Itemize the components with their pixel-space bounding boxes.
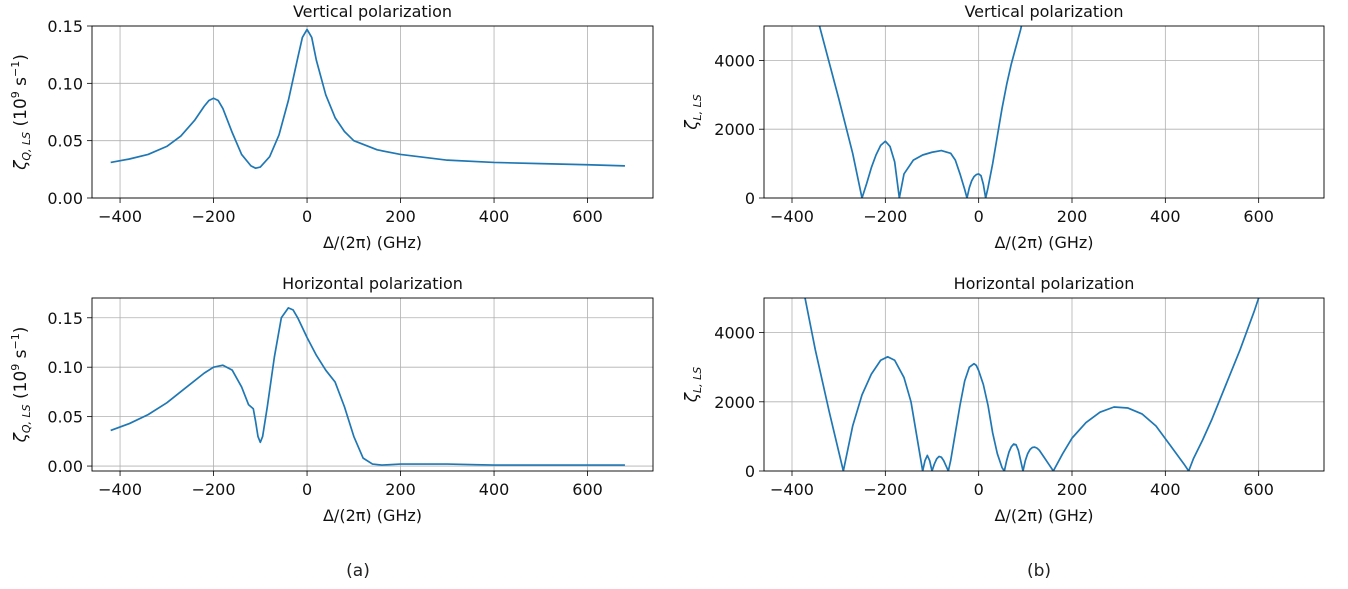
x-tick-label: 400 [1150,207,1181,226]
chart-panel-3: −400 −200 0 200 400 600 0 2000 4000 Vertical pola… [682,2,1325,252]
x-axis-label: Δ/(2π) (GHz) [323,233,422,252]
x-tick-label: 400 [479,480,510,499]
x-tick-label: 200 [1057,480,1088,499]
x-tick-label: −200 [192,207,236,226]
x-axis-label: Δ/(2π) (GHz) [994,506,1093,525]
x-tick-label: −400 [98,480,142,499]
x-tick-label: −400 [770,480,814,499]
y-tick-label: 2000 [714,393,755,412]
y-tick-label: 4000 [714,51,755,70]
y-tick-label: 0.00 [47,457,83,476]
x-tick-label: 400 [1150,480,1181,499]
y-tick-label: 4000 [714,324,755,343]
y-tick-label: 0.05 [47,132,83,151]
x-axis-label: Δ/(2π) (GHz) [323,506,422,525]
y-tick-label: 0.10 [47,358,83,377]
y-axis-label: ζQ, LS (109 s−1) [9,54,33,171]
chart-panel-1: −400 −200 0 200 400 600 0.00 0.05 0.10 0.15 Vertic… [9,2,654,252]
x-tick-label: 400 [479,207,510,226]
y-tick-label: 0.10 [47,74,83,93]
chart-panel-4: −400 −200 0 200 400 600 0 2000 4000 Horizontal po… [682,274,1325,525]
series-line-1 [110,28,625,170]
y-tick-label: 2000 [714,120,755,139]
y-tick-label: 0.15 [47,309,83,328]
series-line-1 [110,307,625,466]
x-tick-label: −400 [98,207,142,226]
y-axis-label: ζL, LS [682,94,704,131]
x-tick-label: 200 [385,480,416,499]
chart-panel-2: −400 −200 0 200 400 600 0.00 0.05 0.10 0.15 Horizo… [9,274,654,525]
x-tick-label: 600 [572,207,603,226]
x-tick-label: −400 [770,207,814,226]
x-tick-label: 0 [974,480,984,499]
x-tick-label: 200 [1057,207,1088,226]
y-tick-label: 0.00 [47,189,83,208]
axes-frame [763,297,1325,472]
y-axis-label: ζQ, LS (109 s−1) [9,327,33,444]
x-tick-label: 600 [572,480,603,499]
x-tick-label: 0 [302,207,312,226]
x-axis-label: Δ/(2π) (GHz) [994,233,1093,252]
chart-title: Horizontal polarization [282,274,463,293]
x-tick-label: 200 [385,207,416,226]
y-tick-label: 0 [745,462,755,481]
chart-title: Vertical polarization [964,2,1123,21]
x-tick-label: −200 [863,207,907,226]
axes-frame [763,25,1325,199]
x-tick-label: 0 [302,480,312,499]
x-tick-label: 600 [1243,207,1274,226]
axes-frame [91,25,654,199]
chart-title: Horizontal polarization [954,274,1135,293]
y-tick-label: 0.15 [47,17,83,36]
chart-title: Vertical polarization [293,2,452,21]
x-tick-label: −200 [863,480,907,499]
series-line-1 [804,298,1260,471]
y-axis-label: ζL, LS [682,367,704,404]
y-tick-label: 0 [745,189,755,208]
series-line-1 [818,26,1023,198]
x-tick-label: 0 [974,207,984,226]
axes-frame [91,297,654,472]
y-tick-label: 0.05 [47,408,83,427]
x-tick-label: −200 [192,480,236,499]
caption-b: (b) [1026,561,1052,581]
caption-a: (a) [346,561,370,581]
x-tick-label: 600 [1243,480,1274,499]
